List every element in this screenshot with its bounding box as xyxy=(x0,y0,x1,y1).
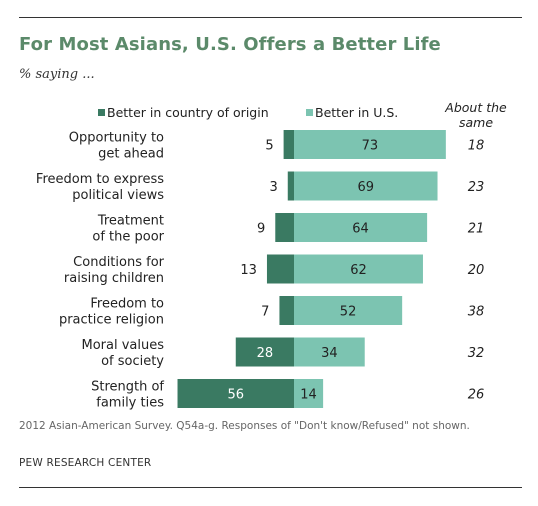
bar-us xyxy=(294,171,438,201)
chart-subtitle: % saying ... xyxy=(19,67,95,82)
bar-origin xyxy=(266,254,294,284)
category-label: of society xyxy=(101,354,164,369)
category-label: Treatment xyxy=(97,214,164,229)
value-label-origin: 9 xyxy=(257,222,265,237)
legend-label-us: Better in U.S. xyxy=(315,105,398,120)
bottom-rule xyxy=(19,487,522,488)
value-label-origin: 28 xyxy=(257,346,274,361)
value-label-origin: 3 xyxy=(269,180,277,195)
survey-note: 2012 Asian-American Survey. Q54a-g. Resp… xyxy=(19,420,470,432)
bar-origin xyxy=(279,296,294,325)
value-label-us: 14 xyxy=(300,388,317,403)
bar-us xyxy=(294,254,423,284)
top-rule xyxy=(19,17,522,18)
about-same-value: 26 xyxy=(468,388,485,403)
category-label: Conditions for xyxy=(73,255,164,270)
category-label: Strength of xyxy=(91,380,164,395)
legend-swatch-us xyxy=(306,109,313,116)
diverging-bar-chart: Better in country of origin Better in U.S… xyxy=(36,100,507,411)
chart-title: For Most Asians, U.S. Offers a Better Li… xyxy=(19,34,441,55)
bar-us xyxy=(294,213,428,242)
about-same-value: 23 xyxy=(468,180,485,195)
bar-origin xyxy=(283,130,294,159)
category-label: practice religion xyxy=(59,313,164,328)
category-label: family ties xyxy=(96,396,164,411)
bar-us xyxy=(294,337,365,367)
about-same-value: 38 xyxy=(468,305,485,320)
about-same-value: 20 xyxy=(468,263,485,278)
bar-origin xyxy=(287,171,294,201)
value-label-origin: 5 xyxy=(265,139,273,154)
legend-swatch-origin xyxy=(98,109,105,116)
value-label-us: 69 xyxy=(357,180,374,195)
bar-origin xyxy=(177,379,294,408)
value-label-us: 52 xyxy=(340,305,357,320)
category-label: raising children xyxy=(64,271,164,286)
value-label-us: 34 xyxy=(321,346,338,361)
category-label: political views xyxy=(72,188,164,203)
category-label: Freedom to express xyxy=(36,172,164,187)
legend-label-origin: Better in country of origin xyxy=(107,105,269,120)
value-label-origin: 13 xyxy=(240,263,257,278)
category-label: of the poor xyxy=(92,230,164,245)
category-label: Freedom to xyxy=(90,297,164,312)
bar-origin xyxy=(235,337,294,367)
about-same-header: same xyxy=(459,115,493,130)
category-label: Opportunity to xyxy=(69,131,164,146)
value-label-origin: 7 xyxy=(261,305,269,320)
bar-origin xyxy=(275,213,294,242)
about-same-header: About the xyxy=(444,100,507,115)
value-label-us: 62 xyxy=(350,263,367,278)
source-label: PEW RESEARCH CENTER xyxy=(19,457,152,469)
bar-us xyxy=(294,379,324,408)
category-label: Moral values xyxy=(81,338,164,353)
value-label-us: 64 xyxy=(352,222,369,237)
value-label-origin: 56 xyxy=(227,388,244,403)
bar-us xyxy=(294,296,403,325)
category-label: get ahead xyxy=(98,147,164,162)
about-same-value: 32 xyxy=(468,346,485,361)
bar-us xyxy=(294,130,446,159)
about-same-value: 18 xyxy=(468,139,485,154)
value-label-us: 73 xyxy=(362,139,379,154)
about-same-value: 21 xyxy=(468,222,485,237)
